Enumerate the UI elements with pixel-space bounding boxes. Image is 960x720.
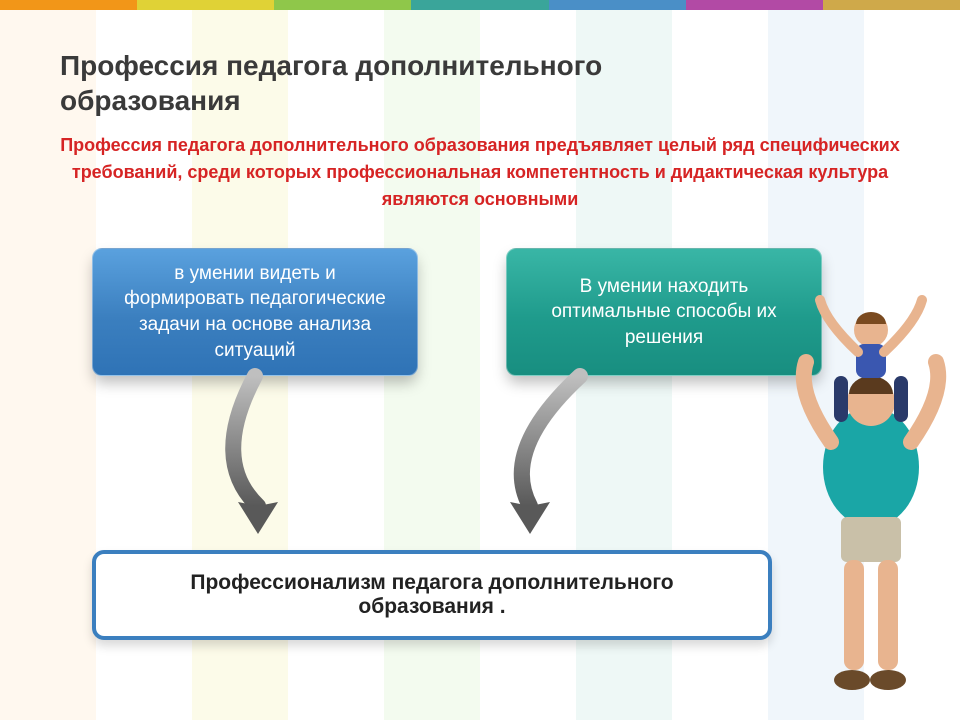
- slide-title: Профессия педагога дополнительного образ…: [60, 48, 760, 118]
- decor-person-illustration: [786, 282, 956, 702]
- result-text: Профессионализм педагога дополнительного…: [126, 571, 738, 619]
- slide-subtitle: Профессия педагога дополнительного образ…: [40, 132, 920, 213]
- competency-box-1-text: в умении видеть и формировать педагогиче…: [113, 261, 397, 364]
- competency-box-2-text: В умении находить оптимальные способы их…: [527, 274, 801, 351]
- competency-box-2: В умении находить оптимальные способы их…: [506, 248, 822, 376]
- result-box: Профессионализм педагога дополнительного…: [92, 550, 772, 640]
- competency-box-1: в умении видеть и формировать педагогиче…: [92, 248, 418, 376]
